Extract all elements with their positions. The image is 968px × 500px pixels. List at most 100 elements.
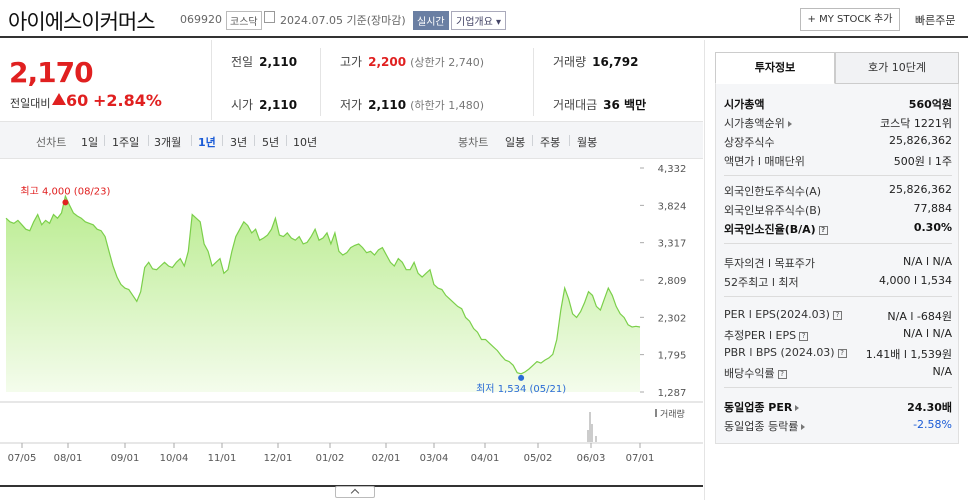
row-sector-change: 동일업종 등락률 -2.58% bbox=[724, 418, 952, 436]
foreign-hold-label: 외국인보유주식수(B) bbox=[724, 204, 822, 217]
help-icon[interactable]: ? bbox=[818, 225, 828, 235]
row-per: PER l EPS(2024.03)? N/A l -684원 bbox=[724, 308, 952, 326]
y-tick-label: 2,809 bbox=[658, 276, 687, 287]
x-tick-label: 07/05 bbox=[8, 453, 37, 464]
open-price: 시가 2,110 bbox=[231, 96, 297, 113]
y-tick-label: 3,824 bbox=[658, 201, 687, 212]
x-tick-label: 08/01 bbox=[54, 453, 83, 464]
range-10y[interactable]: 10년 bbox=[293, 136, 318, 149]
row-dividend: 배당수익률? N/A bbox=[724, 365, 952, 383]
x-tick-label: 09/01 bbox=[111, 453, 140, 464]
stock-code: 069920 bbox=[180, 13, 222, 26]
help-icon[interactable]: ? bbox=[799, 331, 809, 341]
market-badge: 코스닥 bbox=[226, 11, 262, 30]
price-chart[interactable]: 4,332 3,824 3,317 2,809 2,302 1,795 1,287 최고 4,… bbox=[0, 160, 703, 500]
caret-right-icon[interactable] bbox=[787, 121, 792, 127]
caret-right-icon[interactable] bbox=[795, 405, 800, 411]
amount-label: 거래대금 bbox=[553, 98, 598, 112]
high-marker bbox=[62, 199, 69, 206]
row-market-cap: 시가총액 560억원 bbox=[724, 96, 952, 114]
tab-order-book[interactable]: 호가 10단계 bbox=[835, 52, 959, 84]
volume: 거래량 16,792 bbox=[553, 53, 638, 70]
sector-per-text: 동일업종 PER bbox=[724, 401, 793, 414]
quick-order-link[interactable]: 빠른주문 bbox=[915, 14, 956, 27]
realtime-badge[interactable]: 실시간 bbox=[413, 11, 449, 30]
row-shares: 상장주식수 25,826,362 bbox=[724, 134, 952, 152]
x-tick-label: 05/02 bbox=[524, 453, 553, 464]
range-5y[interactable]: 5년 bbox=[262, 136, 280, 149]
candle-weekly[interactable]: 주봉 bbox=[540, 136, 561, 149]
low-marker bbox=[518, 374, 525, 381]
sector-per-label: 동일업종 PER bbox=[724, 399, 800, 415]
divider bbox=[286, 135, 287, 146]
cap-rank-value: 코스닥 1221위 bbox=[880, 117, 952, 130]
par-value: 500원 l 1주 bbox=[893, 155, 952, 168]
open-value: 2,110 bbox=[259, 98, 298, 112]
collapse-chart-button[interactable] bbox=[335, 486, 375, 498]
sector-change-text: 동일업종 등락률 bbox=[724, 420, 799, 433]
divider bbox=[724, 243, 952, 244]
upper-limit: (상한가 2,740) bbox=[410, 56, 484, 69]
x-tick-label: 11/01 bbox=[208, 453, 237, 464]
candle-daily[interactable]: 일봉 bbox=[505, 136, 526, 149]
range-3y[interactable]: 3년 bbox=[230, 136, 248, 149]
low-value: 2,110 bbox=[368, 98, 407, 112]
pbr-label: PBR l BPS (2024.03)? bbox=[724, 346, 847, 359]
foreign-hold-value: 77,884 bbox=[913, 202, 953, 215]
my-stock-add-button[interactable]: + MY STOCK 추가 bbox=[800, 8, 900, 31]
prev-close-label: 전일 bbox=[231, 55, 254, 69]
row-opinion: 투자의견 l 목표주가 N/A l N/A bbox=[724, 255, 952, 273]
pbr-text: PBR l BPS (2024.03) bbox=[724, 346, 835, 359]
volume-legend-swatch bbox=[655, 409, 657, 417]
x-tick-label: 12/01 bbox=[264, 453, 293, 464]
cap-rank-text: 시가총액순위 bbox=[724, 117, 785, 130]
caret-right-icon[interactable] bbox=[801, 424, 806, 430]
cap-rank-label: 시가총액순위 bbox=[724, 115, 792, 131]
help-icon[interactable]: ? bbox=[777, 369, 787, 379]
change-label: 전일대비 bbox=[10, 97, 51, 110]
company-overview-dropdown[interactable]: 기업개요 ▾ bbox=[451, 11, 507, 30]
y-tick-label: 3,317 bbox=[658, 239, 687, 250]
x-tick-label: 07/01 bbox=[626, 453, 655, 464]
w52-value: 4,000 l 1,534 bbox=[878, 274, 952, 287]
price-chart-svg[interactable]: 4,332 3,824 3,317 2,809 2,302 1,795 1,287 최고 4,… bbox=[0, 160, 703, 500]
y-tick-label: 4,332 bbox=[658, 164, 687, 175]
est-per-value: N/A l N/A bbox=[903, 327, 952, 340]
high-price: 고가 2,200 (상한가 2,740) bbox=[340, 53, 484, 70]
foreign-limit-label: 외국인한도주식수(A) bbox=[724, 185, 822, 198]
y-tick-label: 2,302 bbox=[658, 313, 687, 324]
quote-date: 2024.07.05 기준(장마감) bbox=[280, 12, 406, 28]
info-panel: 투자정보 호가 10단계 시가총액 560억원 시가총액순위 코스닥 1221위 상… bbox=[704, 40, 968, 500]
range-1y[interactable]: 1년 bbox=[198, 136, 216, 149]
volume-value: 16,792 bbox=[592, 55, 639, 69]
lower-limit: (하한가 1,480) bbox=[410, 99, 484, 112]
per-label: PER l EPS(2024.03)? bbox=[724, 308, 842, 321]
low-label: 최저 1,534 (05/21) bbox=[476, 383, 566, 395]
w52-label: 52주최고 l 최저 bbox=[724, 276, 799, 289]
opinion-value: N/A l N/A bbox=[903, 255, 952, 268]
range-1w[interactable]: 1주일 bbox=[112, 136, 140, 149]
candle-monthly[interactable]: 월봉 bbox=[577, 136, 598, 149]
prev-close-value: 2,110 bbox=[259, 55, 298, 69]
range-3m[interactable]: 3개월 bbox=[154, 136, 182, 149]
dividend-value: N/A bbox=[932, 365, 952, 378]
help-icon[interactable]: ? bbox=[837, 348, 847, 358]
help-icon[interactable]: ? bbox=[832, 310, 842, 320]
tab-investment-info[interactable]: 투자정보 bbox=[715, 52, 835, 84]
foreign-ratio-label: 외국인소진율(B/A)? bbox=[724, 221, 828, 237]
dividend-text: 배당수익률 bbox=[724, 367, 775, 380]
opinion-label: 투자의견 l 목표주가 bbox=[724, 257, 816, 270]
row-sector-per: 동일업종 PER 24.30배 bbox=[724, 399, 952, 417]
date-basis: 기준(장마감) bbox=[346, 14, 406, 27]
shares-label: 상장주식수 bbox=[724, 136, 775, 149]
x-tick-label: 03/04 bbox=[420, 453, 449, 464]
stock-header: 아이에스이커머스 069920 코스닥 2024.07.05 기준(장마감) 실… bbox=[0, 0, 968, 38]
range-1d[interactable]: 1일 bbox=[81, 136, 99, 149]
stock-name: 아이에스이커머스 bbox=[8, 10, 156, 34]
x-tick-label: 01/02 bbox=[316, 453, 345, 464]
chevron-down-icon: ▾ bbox=[496, 17, 502, 28]
document-icon[interactable] bbox=[264, 11, 275, 23]
dividend-label: 배당수익률? bbox=[724, 365, 787, 381]
row-pbr: PBR l BPS (2024.03)? 1.41배 l 1,539원 bbox=[724, 346, 952, 364]
high-value: 2,200 bbox=[368, 55, 407, 69]
